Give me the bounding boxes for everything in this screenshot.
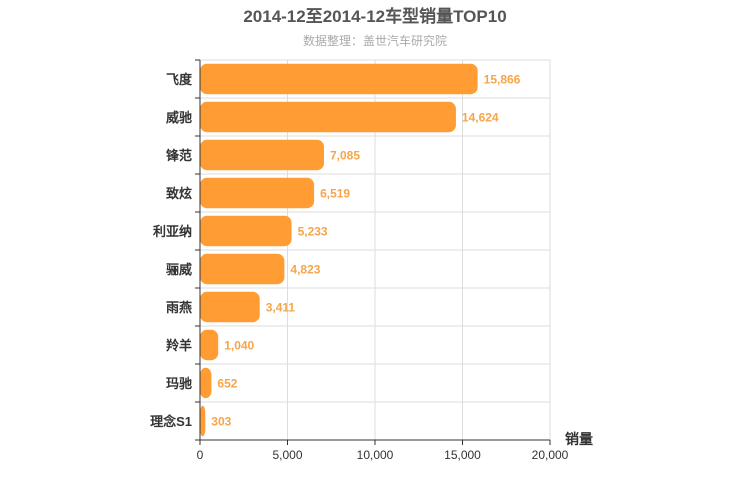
data-label: 1,040 xyxy=(224,339,254,353)
data-label: 7,085 xyxy=(330,149,360,163)
data-label: 303 xyxy=(211,415,231,429)
bar xyxy=(200,215,292,247)
chart-title: 2014-12至2014-12车型销量TOP10 xyxy=(243,6,506,26)
bar xyxy=(200,101,456,133)
category-label: 雨燕 xyxy=(166,300,192,315)
data-label: 6,519 xyxy=(320,187,350,201)
data-label: 4,823 xyxy=(290,263,320,277)
category-label: 玛驰 xyxy=(166,376,192,391)
data-label: 3,411 xyxy=(266,301,296,315)
x-tick-label: 20,000 xyxy=(532,448,569,462)
x-tick-label: 5,000 xyxy=(272,448,302,462)
category-label: 致炫 xyxy=(166,186,192,201)
category-label: 理念S1 xyxy=(150,414,192,429)
data-label: 5,233 xyxy=(298,225,328,239)
bar xyxy=(200,367,212,399)
x-tick-label: 10,000 xyxy=(357,448,394,462)
chart-subtitle: 数据整理：盖世汽车研究院 xyxy=(303,33,447,48)
bar xyxy=(200,63,478,95)
bar xyxy=(200,177,315,209)
category-label: 飞度 xyxy=(166,72,193,87)
category-label: 锋范 xyxy=(166,148,192,163)
category-label: 骊威 xyxy=(166,262,192,277)
data-label: 14,624 xyxy=(462,111,499,125)
bar xyxy=(200,253,285,285)
category-label: 威驰 xyxy=(166,110,192,125)
bar xyxy=(200,139,324,171)
bar xyxy=(200,329,219,361)
x-axis-label: 销量 xyxy=(565,431,593,447)
data-label: 652 xyxy=(217,377,237,391)
bar xyxy=(200,291,260,323)
bars: 15,866 14,624 7,085 6,519 5,233 4,823 3,411 1,0… xyxy=(200,63,521,437)
category-label: 利亚纳 xyxy=(153,224,192,239)
category-label: 羚羊 xyxy=(166,338,192,353)
bar xyxy=(200,405,206,437)
x-tick-label: 15,000 xyxy=(444,448,481,462)
x-tick-label: 0 xyxy=(197,448,204,462)
data-label: 15,866 xyxy=(484,73,521,87)
